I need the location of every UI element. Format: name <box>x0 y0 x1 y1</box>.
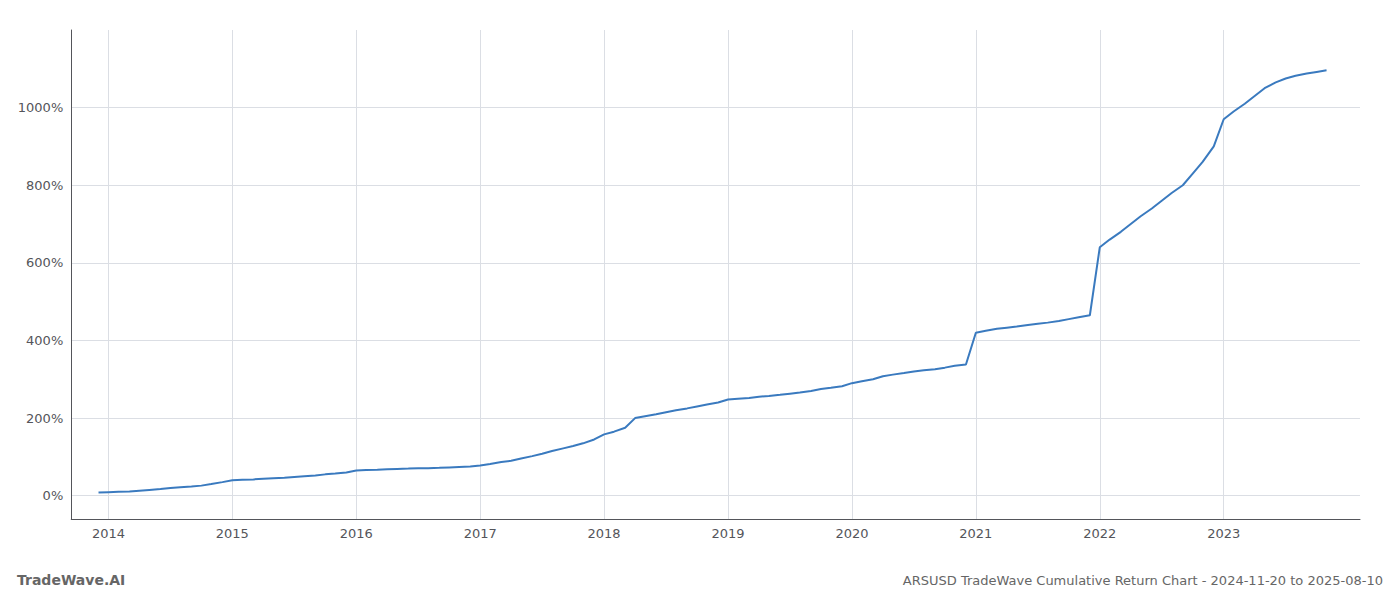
svg-text:2016: 2016 <box>340 526 373 541</box>
svg-text:2023: 2023 <box>1207 526 1240 541</box>
svg-text:2022: 2022 <box>1083 526 1116 541</box>
svg-text:400%: 400% <box>26 333 63 348</box>
svg-text:0%: 0% <box>43 488 64 503</box>
svg-text:2018: 2018 <box>588 526 621 541</box>
svg-text:2020: 2020 <box>835 526 868 541</box>
svg-text:ARSUSD TradeWave Cumulative Re: ARSUSD TradeWave Cumulative Return Chart… <box>903 573 1383 588</box>
svg-text:600%: 600% <box>26 255 63 270</box>
svg-text:TradeWave.AI: TradeWave.AI <box>17 572 125 588</box>
svg-text:200%: 200% <box>26 411 63 426</box>
svg-text:2015: 2015 <box>216 526 249 541</box>
svg-text:2017: 2017 <box>464 526 497 541</box>
svg-text:2021: 2021 <box>959 526 992 541</box>
svg-text:2019: 2019 <box>711 526 744 541</box>
svg-text:1000%: 1000% <box>18 100 63 115</box>
svg-text:800%: 800% <box>26 178 63 193</box>
svg-text:2014: 2014 <box>92 526 125 541</box>
